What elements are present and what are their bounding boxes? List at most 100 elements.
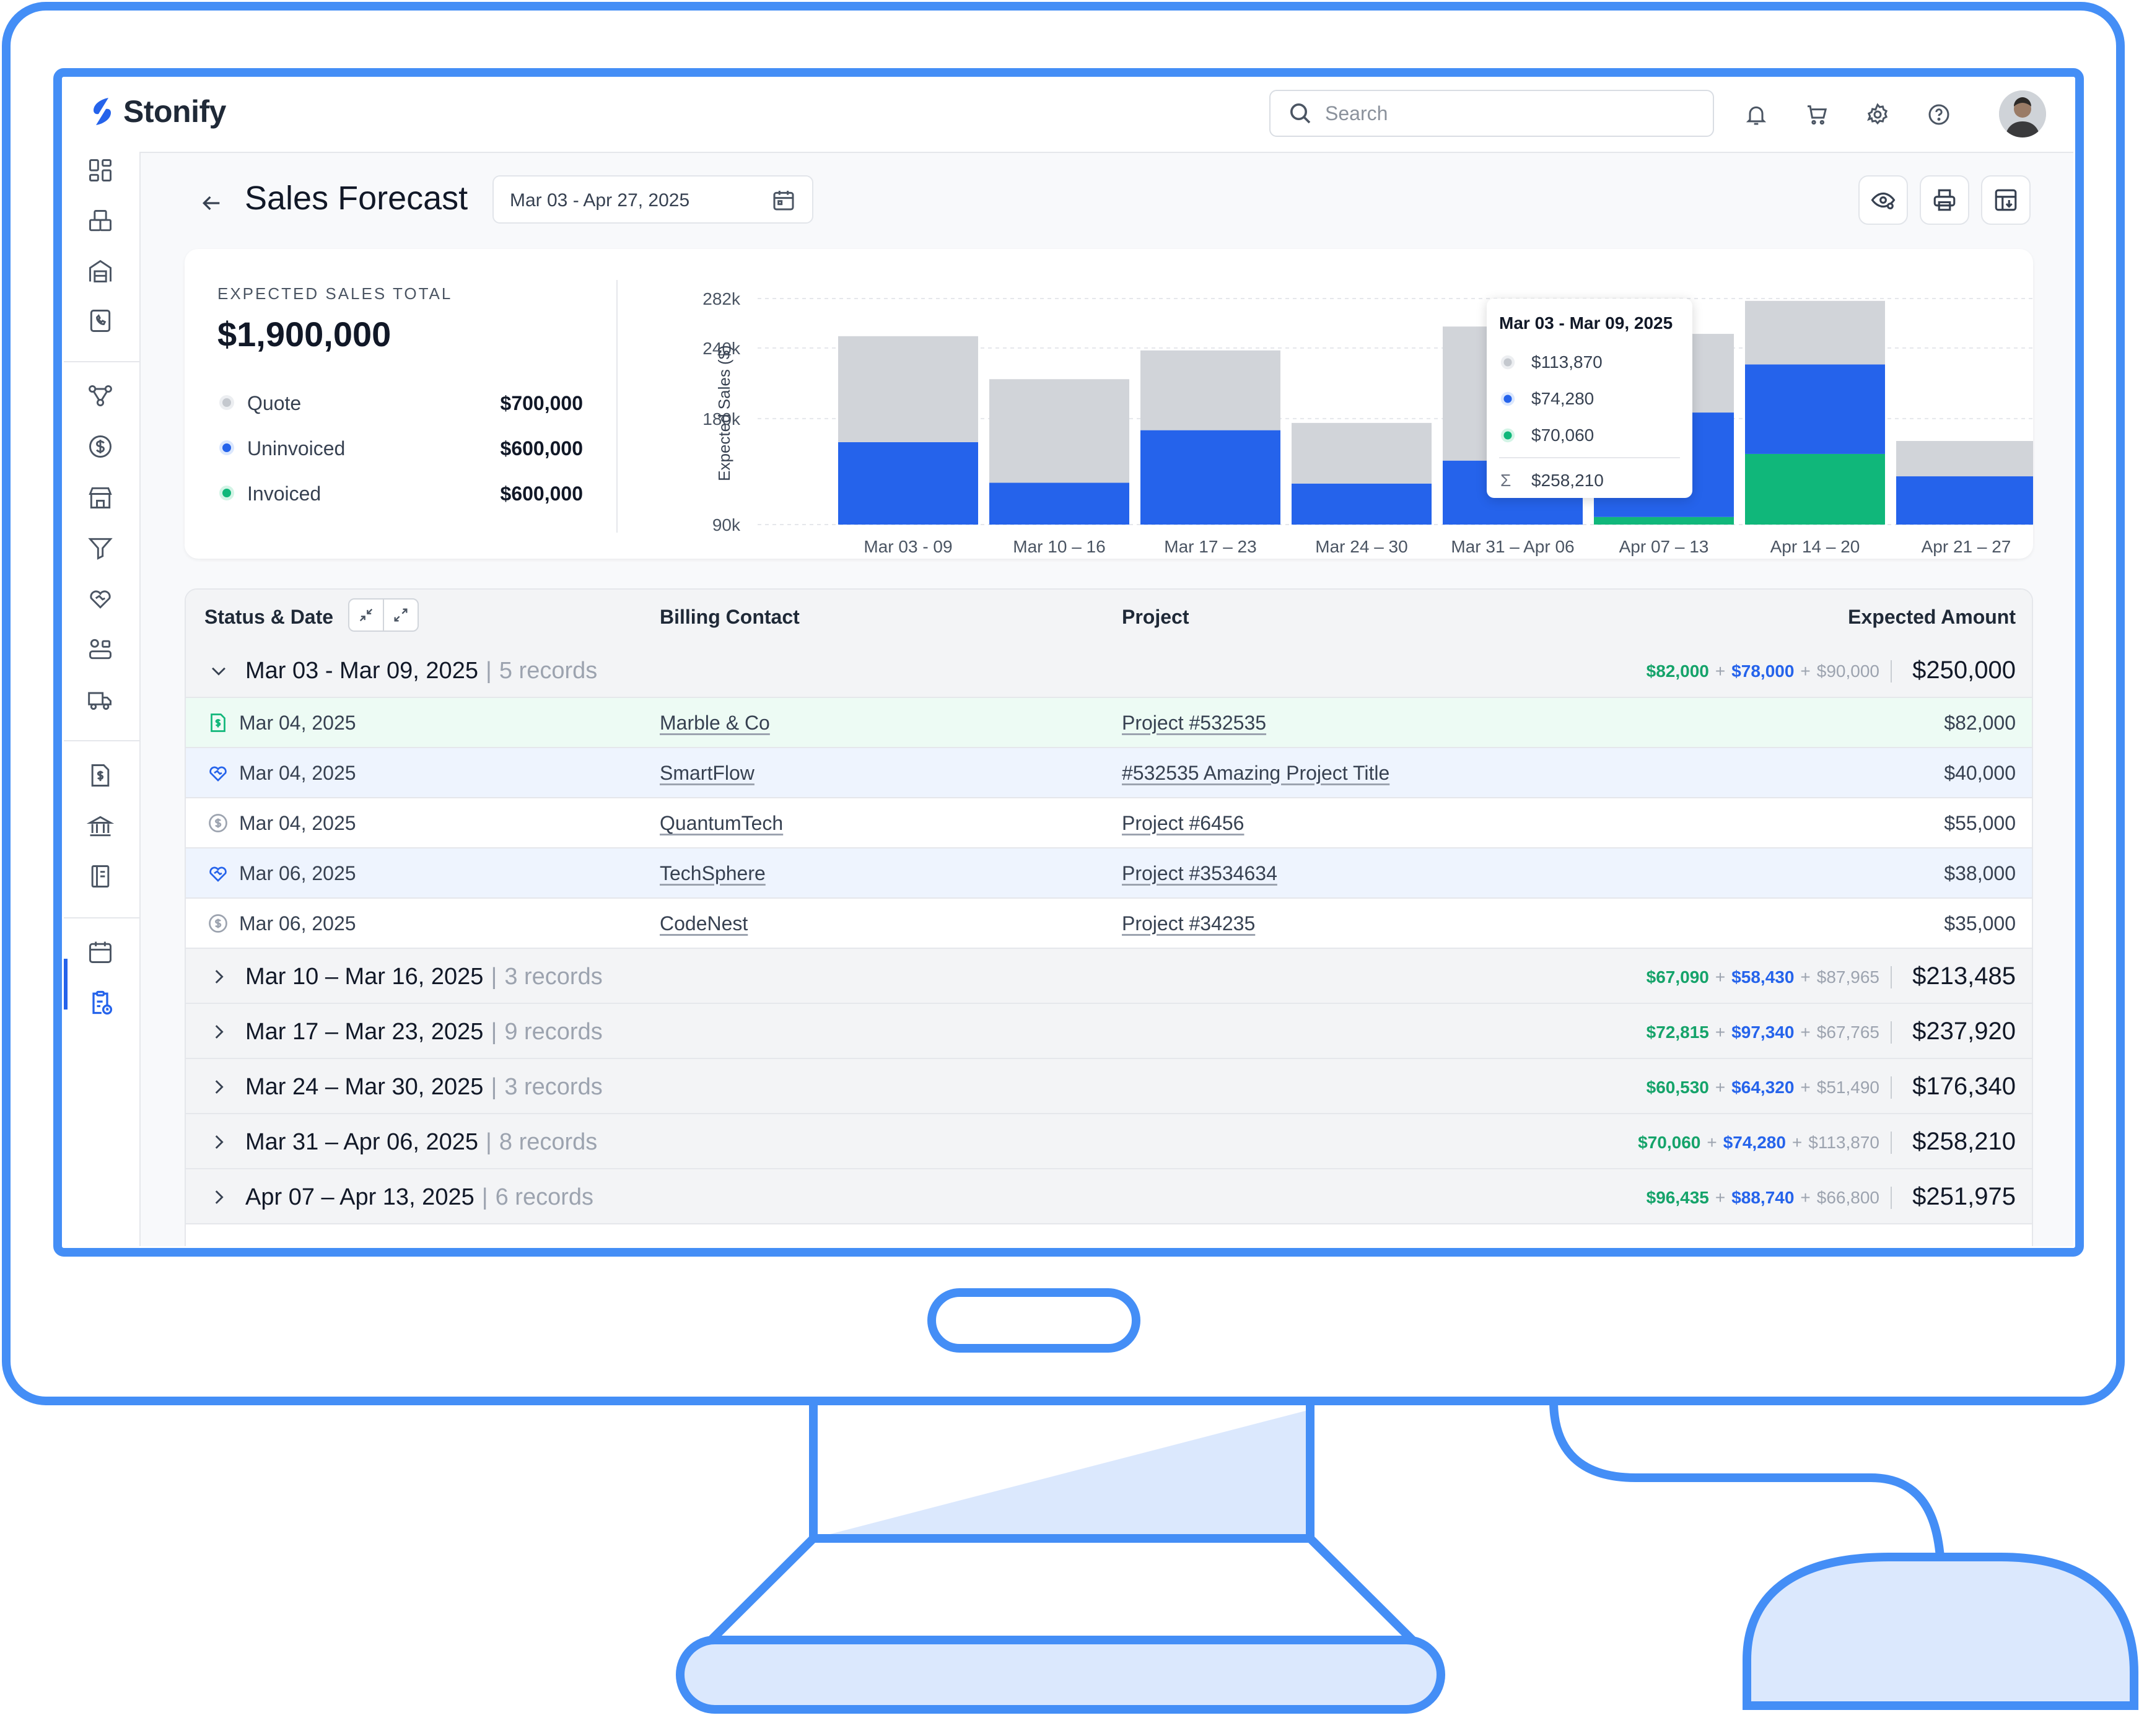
group-date: Mar 10 – Mar 16, 2025 — [245, 964, 484, 990]
filter-icon[interactable] — [83, 531, 118, 565]
bank-icon[interactable] — [83, 809, 118, 844]
group-row[interactable]: Mar 31 – Apr 06, 2025 | 8 records $70,060 +… — [186, 1114, 2032, 1169]
invoice-icon[interactable] — [83, 758, 118, 793]
table-row[interactable]: Mar 04, 2025 SmartFlow #532535 Amazing P… — [186, 748, 2032, 798]
help-icon[interactable] — [1923, 98, 1955, 131]
bar-segment — [838, 336, 978, 442]
settings-gear-icon[interactable] — [1861, 98, 1894, 131]
group-date: Mar 24 – Mar 30, 2025 — [245, 1074, 484, 1100]
row-project-link[interactable]: Project #3534634 — [1122, 862, 1277, 884]
row-project-link[interactable]: #532535 Amazing Project Title — [1122, 762, 1390, 784]
export-table-button[interactable] — [1981, 175, 2031, 225]
page-title: Sales Forecast — [245, 180, 468, 217]
group-total: $251,975 — [1912, 1183, 2016, 1210]
quote-dot-icon — [219, 395, 234, 410]
group-date: Apr 07 – Apr 13, 2025 — [245, 1184, 475, 1210]
uninvoiced-handshake-icon — [209, 866, 227, 882]
row-contact-link[interactable]: SmartFlow — [660, 762, 755, 784]
search-icon — [1290, 103, 1311, 124]
group-quote: $87,965 — [1816, 967, 1879, 987]
calendar-icon[interactable] — [83, 935, 118, 969]
workflow-icon[interactable] — [83, 378, 118, 413]
group-separator: | — [491, 964, 497, 990]
print-button[interactable] — [1920, 175, 1969, 225]
column-header-amount[interactable]: Expected Amount — [1848, 606, 2016, 628]
notifications-icon[interactable] — [1740, 98, 1772, 131]
row-project-link[interactable]: Project #532535 — [1122, 712, 1267, 734]
row-project-link[interactable]: Project #6456 — [1122, 812, 1244, 834]
sigma-icon: Σ — [1500, 471, 1511, 490]
logo[interactable]: Stonify — [90, 94, 226, 129]
ledger-icon[interactable] — [83, 859, 118, 894]
uninvoiced-dot-icon — [1500, 391, 1515, 406]
row-contact-link[interactable]: CodeNest — [660, 912, 748, 935]
table-header: Status & Date Billing Contact Project Ex… — [186, 590, 2032, 644]
date-range-value: Mar 03 - Apr 27, 2025 — [510, 190, 690, 211]
group-uninvoiced: $97,340 — [1731, 1023, 1795, 1042]
group-uninvoiced: $74,280 — [1723, 1133, 1786, 1152]
legend-item-invoiced[interactable]: Invoiced $600,000 — [217, 479, 583, 506]
row-contact-link[interactable]: TechSphere — [660, 862, 766, 884]
row-contact-link[interactable]: Marble & Co — [660, 712, 770, 734]
legend-item-uninvoiced[interactable]: Uninvoiced $600,000 — [217, 434, 583, 461]
table-row[interactable]: Mar 06, 2025 CodeNest Project #34235 $35… — [186, 899, 2032, 949]
group-invoiced: $82,000 — [1646, 661, 1709, 681]
chevron-right-icon — [215, 970, 224, 984]
truck-icon[interactable] — [83, 683, 118, 717]
search-box[interactable] — [1269, 90, 1714, 137]
contacts-phone-icon[interactable] — [83, 303, 118, 338]
group-records: 9 records — [504, 1019, 603, 1045]
y-tick-label: 180k — [702, 409, 741, 429]
column-header-status[interactable]: Status & Date — [204, 606, 334, 628]
group-row[interactable]: Mar 17 – Mar 23, 2025 | 9 records $72,815 +… — [186, 1004, 2032, 1059]
bar-segment — [989, 482, 1129, 525]
group-date: Mar 31 – Apr 06, 2025 — [245, 1129, 479, 1155]
collapse-all-button[interactable] — [348, 598, 384, 632]
boxes-icon[interactable] — [83, 204, 118, 238]
user-avatar[interactable] — [1999, 90, 2046, 137]
arrow-left-icon — [202, 196, 220, 211]
logo-icon — [94, 98, 111, 125]
group-row[interactable]: Mar 24 – Mar 30, 2025 | 3 records $60,530 +… — [186, 1059, 2032, 1114]
row-amount: $55,000 — [1944, 812, 2016, 834]
group-divider — [1891, 966, 1892, 988]
dollar-icon[interactable] — [83, 429, 118, 464]
row-contact-link[interactable]: QuantumTech — [660, 812, 784, 834]
expand-all-button[interactable] — [383, 598, 419, 632]
row-amount: $35,000 — [1944, 912, 2016, 935]
table-row[interactable]: Mar 04, 2025 Marble & Co Project #532535… — [186, 698, 2032, 748]
row-project-link[interactable]: Project #34235 — [1122, 912, 1256, 935]
group-invoiced: $72,815 — [1646, 1023, 1709, 1042]
back-button[interactable] — [194, 186, 229, 220]
bar-segment — [1745, 364, 1885, 454]
active-nav-indicator — [64, 959, 68, 1010]
column-header-project[interactable]: Project — [1122, 606, 1189, 628]
cart-icon[interactable] — [1801, 98, 1833, 131]
group-row[interactable]: Mar 10 – Mar 16, 2025 | 3 records $67,090 +… — [186, 949, 2032, 1004]
column-header-contact[interactable]: Billing Contact — [660, 606, 800, 628]
sales-forecast-chart: 282k 240k 180k 90k Expected Sales ($) Mar 03 … — [702, 289, 2033, 556]
group-separator: | — [491, 1019, 497, 1045]
app-name: Stonify — [123, 94, 226, 129]
dashboard-icon[interactable] — [83, 153, 118, 188]
invoiced-dot-icon — [219, 486, 234, 500]
forecast-clipboard-icon[interactable] — [83, 985, 118, 1020]
search-input[interactable] — [1324, 101, 1673, 126]
group-row[interactable]: Apr 07 – Apr 13, 2025 | 6 records $96,435 +… — [186, 1169, 2032, 1224]
store-icon[interactable] — [83, 480, 118, 515]
group-records: 3 records — [504, 1074, 603, 1100]
date-range-picker[interactable]: Mar 03 - Apr 27, 2025 — [492, 175, 813, 224]
group-uninvoiced: $78,000 — [1731, 661, 1795, 681]
visibility-settings-button[interactable] — [1858, 175, 1908, 225]
group-records: 8 records — [499, 1129, 598, 1155]
legend-item-quote[interactable]: Quote $700,000 — [217, 388, 583, 416]
table-row[interactable]: Mar 04, 2025 QuantumTech Project #6456 $… — [186, 798, 2032, 848]
table-row[interactable]: Mar 06, 2025 TechSphere Project #3534634… — [186, 848, 2032, 899]
team-icon[interactable] — [83, 632, 118, 666]
expand-arrows-icon — [394, 608, 408, 622]
handshake-icon[interactable] — [83, 581, 118, 616]
group-row[interactable]: Mar 03 - Mar 09, 2025 | 5 records $82,000 +… — [186, 643, 2032, 698]
legend-value: $600,000 — [500, 437, 583, 460]
forecast-summary-card: EXPECTED SALES TOTAL $1,900,000 Quote $7… — [185, 249, 2033, 559]
warehouse-icon[interactable] — [83, 254, 118, 289]
